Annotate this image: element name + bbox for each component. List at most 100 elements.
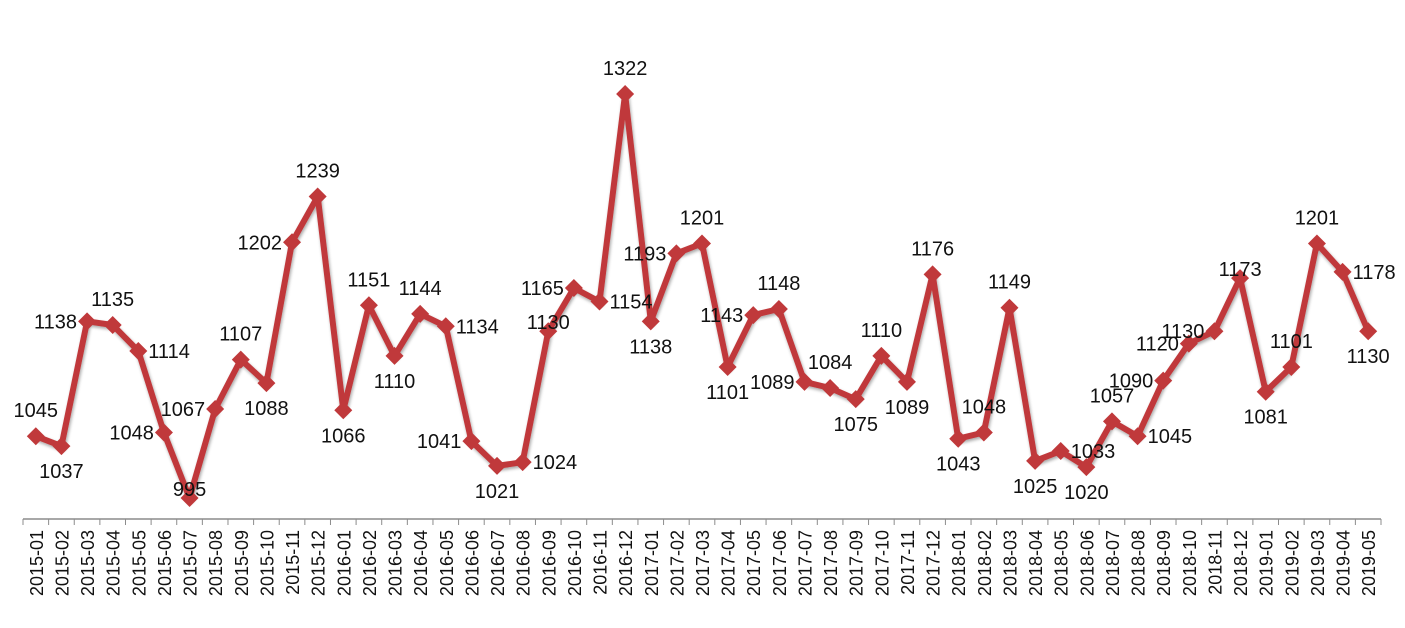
x-tick-label: 2017-02 xyxy=(667,530,687,596)
diamond-marker xyxy=(1282,358,1301,377)
x-tick-label: 2016-01 xyxy=(334,530,354,596)
x-tick-label: 2016-04 xyxy=(411,530,431,596)
data-label: 1165 xyxy=(521,278,564,300)
diamond-marker xyxy=(154,423,173,442)
diamond-marker xyxy=(1205,322,1224,341)
diamond-marker xyxy=(1026,451,1045,470)
data-label: 1322 xyxy=(603,58,648,80)
data-label: 1239 xyxy=(295,161,340,183)
data-label: 1088 xyxy=(244,398,289,420)
data-label: 1144 xyxy=(399,278,442,300)
x-tick-label: 2015-12 xyxy=(309,530,329,596)
data-label: 1057 xyxy=(1090,385,1135,407)
x-tick-label: 2015-07 xyxy=(181,530,201,596)
data-label: 1173 xyxy=(1219,259,1262,281)
x-tick-label: 2018-12 xyxy=(1231,530,1251,596)
data-label: 1043 xyxy=(936,454,981,476)
diamond-marker xyxy=(769,299,788,318)
x-tick-label: 2017-06 xyxy=(770,530,790,596)
x-tick-label: 2015-01 xyxy=(27,530,47,596)
diamond-marker xyxy=(846,390,865,409)
diamond-marker xyxy=(641,312,660,331)
x-tick-label: 2016-05 xyxy=(437,530,457,596)
diamond-marker xyxy=(78,312,97,331)
data-label: 995 xyxy=(173,479,206,501)
diamond-marker xyxy=(1307,234,1326,253)
diamond-marker xyxy=(52,437,71,456)
data-markers xyxy=(26,85,1378,507)
data-label: 1020 xyxy=(1064,482,1109,504)
x-tick-label: 2015-04 xyxy=(104,530,124,596)
diamond-marker xyxy=(513,453,532,472)
x-tick-label: 2015-05 xyxy=(129,530,149,596)
diamond-marker xyxy=(718,358,737,377)
x-tick-label: 2017-10 xyxy=(872,530,892,596)
data-label: 1178 xyxy=(1353,262,1396,284)
data-label: 1090 xyxy=(1109,371,1154,393)
diamond-marker xyxy=(795,372,814,391)
data-label: 1154 xyxy=(610,292,653,314)
x-tick-label: 2018-10 xyxy=(1180,530,1200,596)
x-tick-label: 2016-02 xyxy=(360,530,380,596)
x-tick-label: 2018-03 xyxy=(1000,530,1020,596)
diamond-marker xyxy=(897,372,916,391)
x-tick-label: 2016-03 xyxy=(386,530,406,596)
diamond-marker xyxy=(539,322,558,341)
data-label: 1134 xyxy=(456,316,499,338)
data-label: 1110 xyxy=(374,371,416,393)
x-tick-label: 2017-12 xyxy=(924,530,944,596)
diamond-marker xyxy=(488,456,507,475)
data-label: 1202 xyxy=(238,232,283,254)
data-label: 1066 xyxy=(321,425,366,447)
data-label: 1130 xyxy=(1347,346,1390,368)
x-tick-label: 2019-05 xyxy=(1359,530,1379,596)
diamond-marker xyxy=(385,346,404,365)
diamond-marker xyxy=(359,296,378,315)
diamond-marker xyxy=(26,427,45,446)
x-tick-label: 2015-02 xyxy=(52,530,72,596)
data-labels: 1045 1037 1138 1135 1114 1048 995 1067 1107 1088 1… xyxy=(14,58,1396,504)
diamond-marker xyxy=(974,423,993,442)
diamond-marker xyxy=(411,304,430,323)
data-label: 1130 xyxy=(527,312,570,334)
x-tick-label: 2017-05 xyxy=(744,530,764,596)
data-label: 1037 xyxy=(39,461,84,483)
data-label: 1149 xyxy=(988,272,1031,294)
data-label: 1048 xyxy=(109,423,154,445)
x-tick-label: 2018-07 xyxy=(1103,530,1123,596)
data-label: 1135 xyxy=(91,289,134,311)
x-tick-label: 2015-06 xyxy=(155,530,175,596)
data-label: 1048 xyxy=(962,397,1007,419)
diamond-marker xyxy=(872,346,891,365)
x-tick-label: 2015-10 xyxy=(257,530,277,596)
data-label: 1075 xyxy=(833,414,878,436)
x-tick-label: 2015-08 xyxy=(206,530,226,596)
x-tick-label: 2019-03 xyxy=(1308,530,1328,596)
data-label: 1151 xyxy=(347,269,390,291)
diamond-marker xyxy=(231,350,250,369)
data-label: 1081 xyxy=(1243,407,1288,429)
x-tick-label: 2016-11 xyxy=(591,530,611,595)
x-axis xyxy=(22,518,1382,525)
x-tick-label: 2018-01 xyxy=(949,530,969,596)
diamond-marker xyxy=(334,401,353,420)
diamond-marker xyxy=(103,316,122,335)
x-tick-label: 2016-08 xyxy=(514,530,534,596)
x-tick-label: 2015-11 xyxy=(283,530,303,595)
x-tick-label: 2015-03 xyxy=(78,530,98,596)
x-tick-label: 2018-08 xyxy=(1129,530,1149,596)
data-label: 1084 xyxy=(808,352,853,374)
diamond-marker xyxy=(1179,334,1198,353)
diamond-marker xyxy=(462,432,481,451)
data-label: 1143 xyxy=(700,305,743,327)
data-label: 1193 xyxy=(623,243,666,265)
diamond-marker xyxy=(257,374,276,393)
data-label: 1201 xyxy=(680,207,725,229)
diamond-marker xyxy=(436,317,455,336)
diamond-marker xyxy=(1359,322,1378,341)
diamond-marker xyxy=(1231,269,1250,288)
x-tick-label: 2016-10 xyxy=(565,530,585,596)
x-tick-label: 2017-09 xyxy=(847,530,867,596)
diamond-marker xyxy=(206,400,225,419)
data-label: 1138 xyxy=(629,336,672,358)
